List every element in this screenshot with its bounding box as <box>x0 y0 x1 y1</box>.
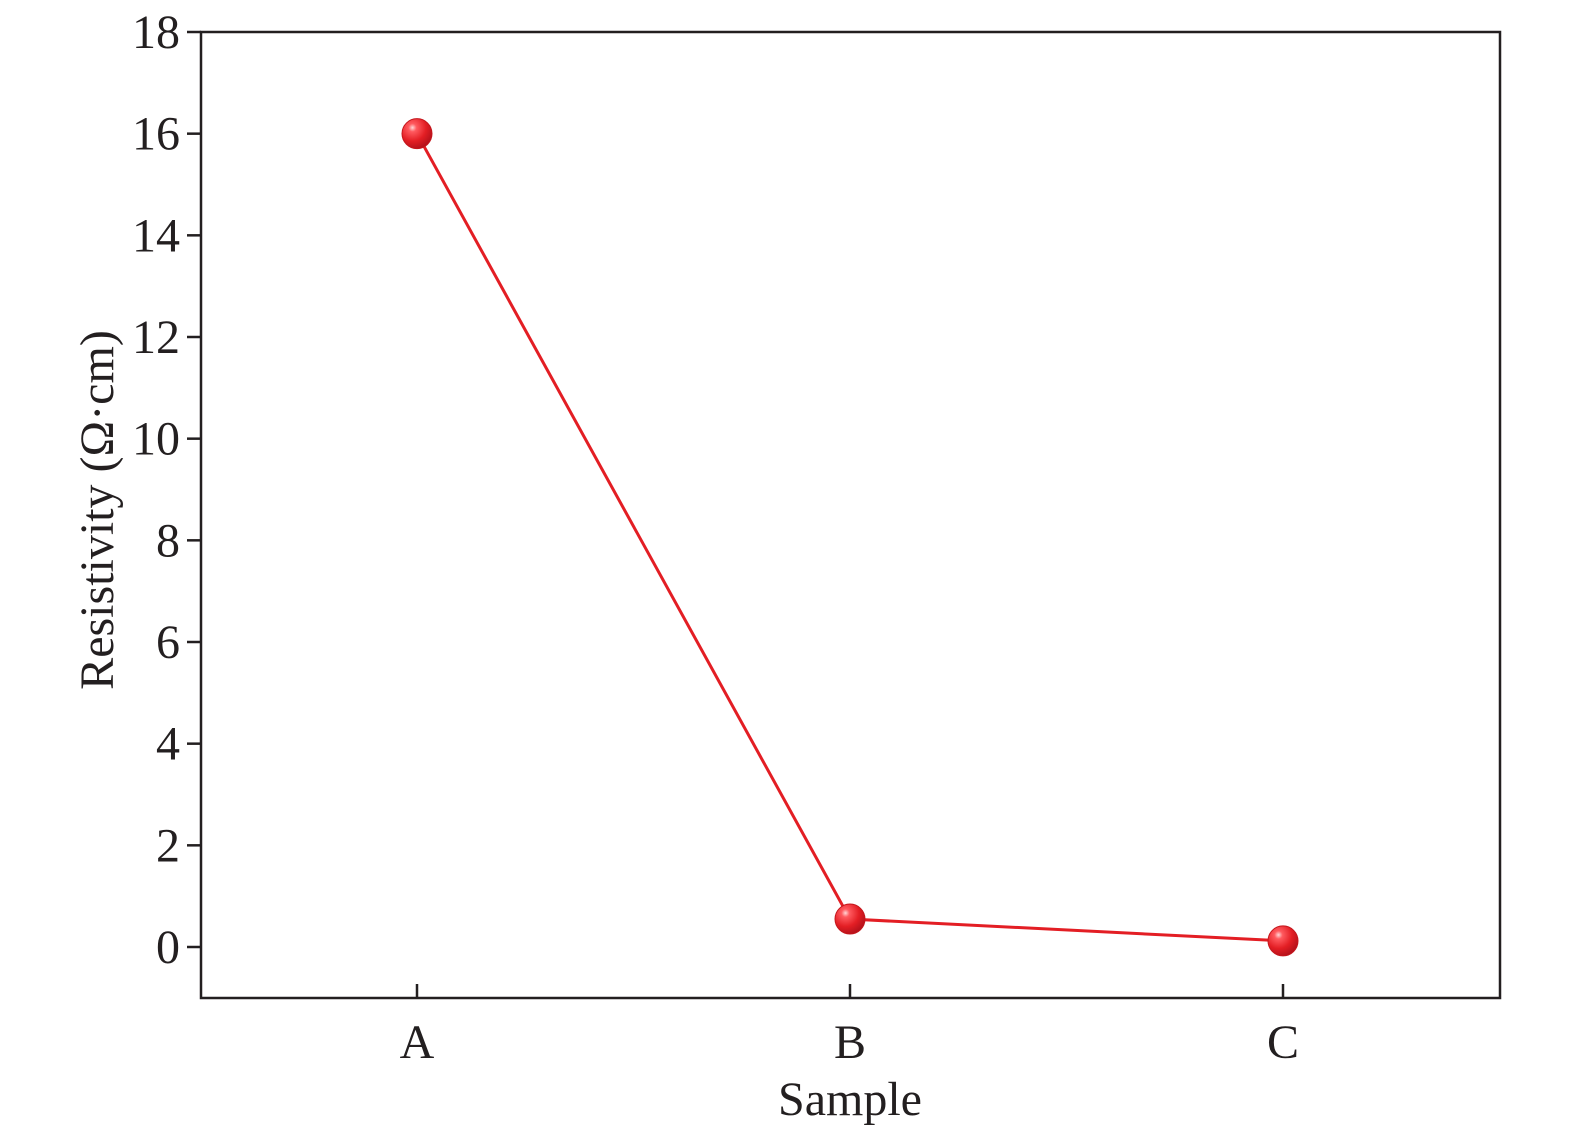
x-axis-label: Sample <box>778 1073 922 1126</box>
data-point <box>834 903 866 935</box>
y-axis: 0 2 4 6 8 10 12 14 16 18 <box>132 6 201 974</box>
x-tick-label: C <box>1267 1016 1299 1069</box>
y-tick-label: 18 <box>132 6 180 59</box>
y-tick-label: 12 <box>132 311 180 364</box>
series-line <box>415 132 1284 943</box>
y-tick-label: 2 <box>156 819 180 872</box>
y-tick-label: 14 <box>132 209 180 262</box>
y-tick-label: 4 <box>156 718 180 771</box>
data-point <box>1267 925 1299 957</box>
y-tick-label: 8 <box>156 514 180 567</box>
x-axis: A B C <box>400 984 1299 1069</box>
plot-frame <box>199 30 1502 1000</box>
y-axis-label: Resistivity (Ω·cm) <box>71 330 124 690</box>
series-group <box>401 118 1299 957</box>
x-tick-label: B <box>834 1016 866 1069</box>
y-tick-label: 6 <box>156 616 180 669</box>
y-tick-label: 0 <box>156 921 180 974</box>
data-point <box>401 118 433 150</box>
y-tick-label: 10 <box>132 413 180 466</box>
y-tick-label: 16 <box>132 108 180 161</box>
x-tick-label: A <box>400 1016 435 1069</box>
